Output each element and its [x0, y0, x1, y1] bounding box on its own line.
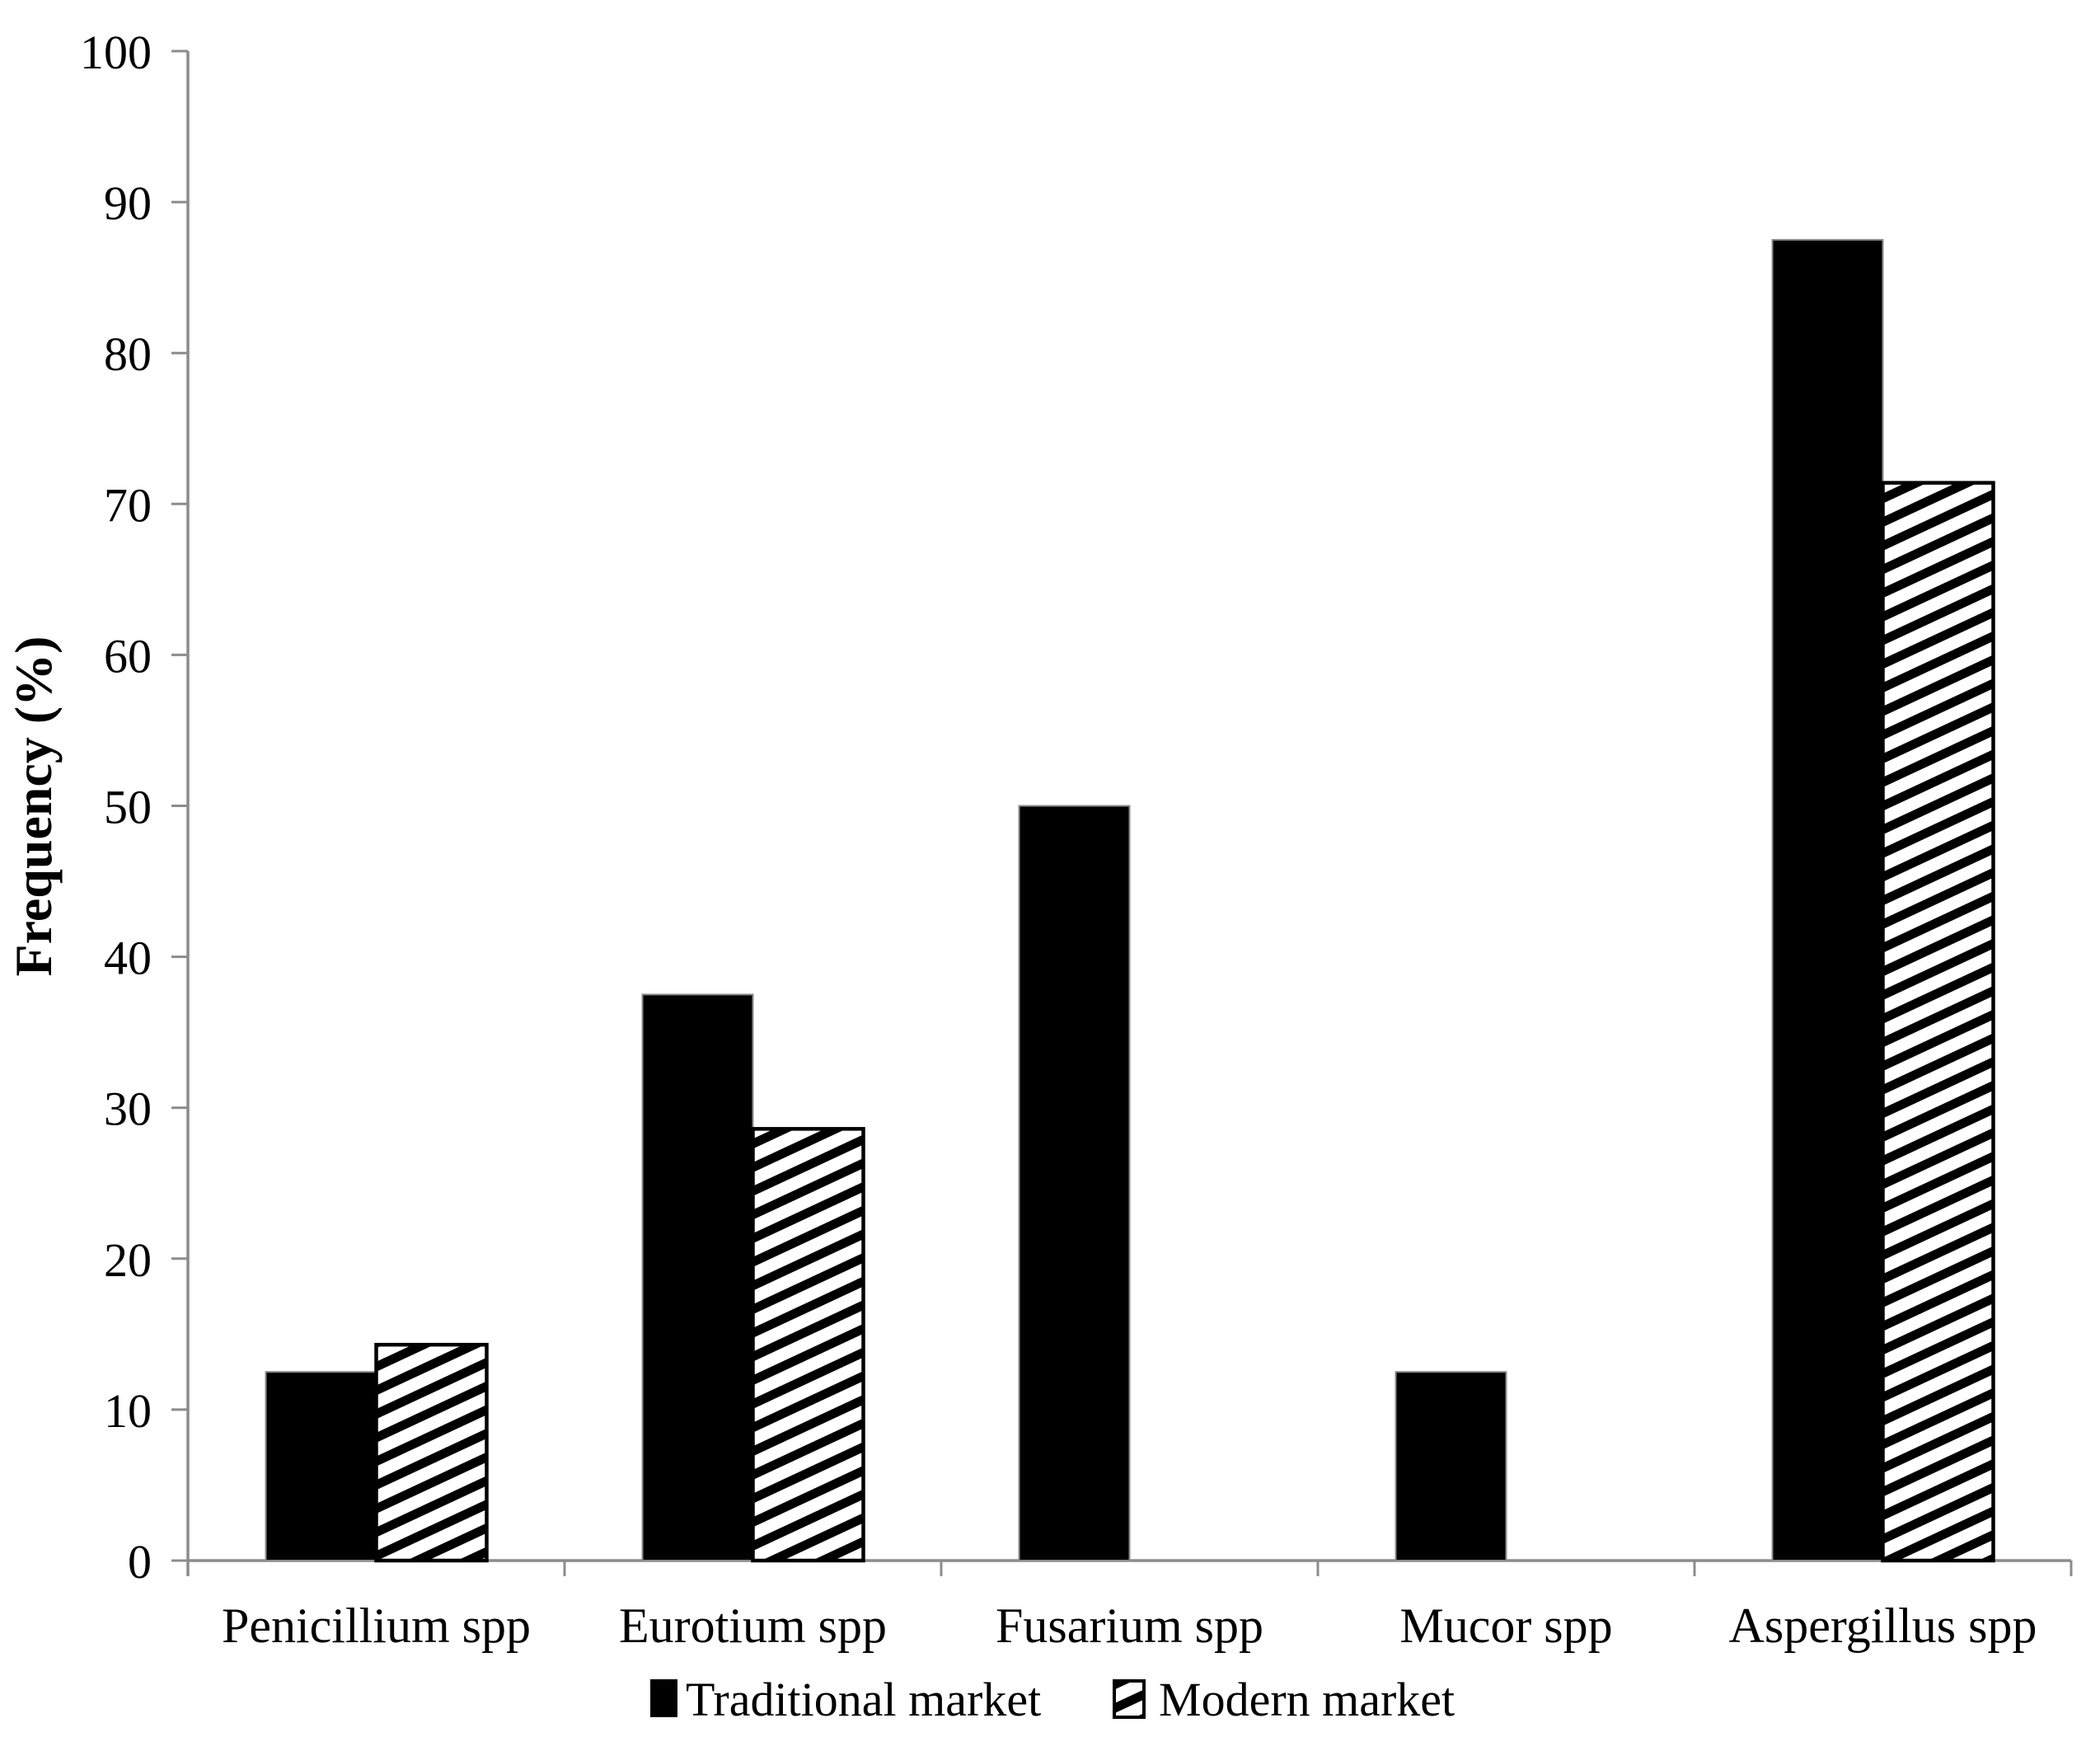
y-tick-label-80: 80: [104, 327, 152, 381]
bar-modern-market-penicillium-spp: [374, 1342, 489, 1563]
x-category-label-eurotium-spp: Eurotium spp: [619, 1598, 887, 1653]
bar-traditional-market-aspergillus-spp: [1771, 238, 1884, 1561]
axes: 0 10 20 30 40 50 60 70 80 90 100: [80, 26, 2073, 1589]
legend-swatch-traditional-market: [650, 1679, 677, 1717]
bar-traditional-market-fusarium-spp: [1018, 805, 1131, 1561]
y-tick-label-10: 10: [104, 1384, 152, 1438]
y-tick-label-0: 0: [128, 1535, 152, 1589]
bar-modern-market-aspergillus-spp: [1881, 481, 1995, 1563]
legend: Traditional market Modern market: [650, 1673, 1455, 1726]
x-category-label-mucor-spp: Mucor spp: [1399, 1598, 1612, 1653]
legend-label-traditional-market: Traditional market: [686, 1673, 1041, 1726]
y-tick-label-40: 40: [104, 932, 152, 985]
bar-traditional-market-penicillium-spp: [265, 1371, 377, 1561]
bar-traditional-market-mucor-spp: [1395, 1371, 1507, 1561]
x-category-label-fusarium-spp: Fusarium spp: [996, 1598, 1263, 1653]
y-tick-label-20: 20: [104, 1233, 152, 1287]
legend-label-modern-market: Modern market: [1159, 1673, 1455, 1726]
y-tick-label-50: 50: [104, 781, 152, 834]
y-tick-label-90: 90: [104, 176, 152, 230]
legend-swatch-modern-market: [1113, 1679, 1146, 1719]
x-category-label-aspergillus-spp: Aspergillus spp: [1729, 1598, 2037, 1653]
bar-modern-market-eurotium-spp: [751, 1127, 865, 1563]
bar-traditional-market-eurotium-spp: [641, 993, 754, 1561]
y-tick-label-70: 70: [104, 478, 152, 532]
y-tick-label-60: 60: [104, 629, 152, 683]
y-tick-label-100: 100: [80, 26, 152, 79]
bars: [265, 238, 1995, 1563]
x-axis-labels: Penicillium spp Eurotium spp Fusarium spp M…: [222, 1598, 2037, 1653]
y-tick-label-30: 30: [104, 1082, 152, 1136]
y-axis-title: Frequency (%): [4, 636, 63, 977]
x-category-label-penicillium-spp: Penicillium spp: [222, 1598, 531, 1653]
